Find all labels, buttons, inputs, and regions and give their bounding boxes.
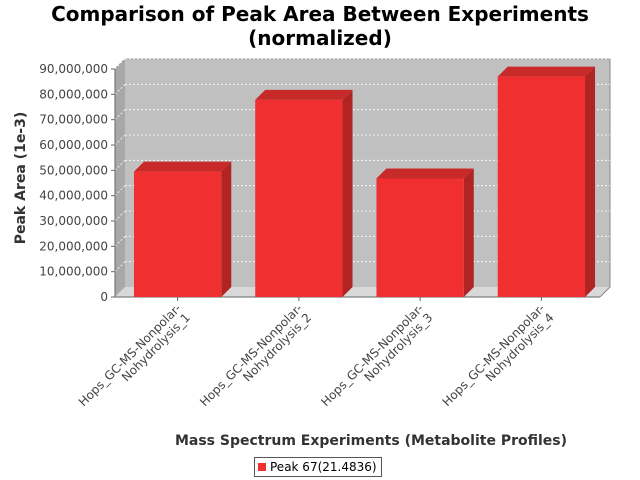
x-tick-label-line: Hops_GC-MS-Nonpolar- xyxy=(440,301,548,409)
bar xyxy=(133,161,232,297)
x-tick-label-line: Hops_GC-MS-Nonpolar- xyxy=(76,301,184,409)
y-tick-label: 50,000,000 xyxy=(39,163,108,177)
x-tick-label: Hops_GC-MS-Nonpolar-Nohydrolysis_3 xyxy=(318,301,435,418)
bar-top xyxy=(133,161,232,172)
plot-floor xyxy=(115,287,610,297)
bar xyxy=(376,168,474,297)
legend: Peak 67(21.4836) xyxy=(254,457,382,477)
x-axis: Hops_GC-MS-Nonpolar-Nohydrolysis_1 Hops_G… xyxy=(76,296,600,418)
y-tick-label: 70,000,000 xyxy=(39,113,108,127)
bar-side xyxy=(342,89,353,297)
x-axis-label: Mass Spectrum Experiments (Metabolite Pr… xyxy=(175,433,567,449)
y-tick-label: 40,000,000 xyxy=(39,189,108,203)
chart-title-line-2: (normalized) xyxy=(248,26,392,50)
legend-label: Peak 67(21.4836) xyxy=(270,460,377,474)
y-axis: 0 10,000,000 20,000,000 30,000,000 40,000,00… xyxy=(39,62,116,304)
bar xyxy=(497,66,596,297)
bar xyxy=(255,89,353,297)
bar-side xyxy=(463,168,474,297)
y-axis-label: Peak Area (1e-3) xyxy=(13,112,29,245)
bar-front xyxy=(497,76,586,297)
chart-title-line-1: Comparison of Peak Area Between Experime… xyxy=(51,2,589,26)
x-tick-label: Hops_GC-MS-Nonpolar-Nohydrolysis_2 xyxy=(197,301,314,418)
y-tick-label: 0 xyxy=(100,290,108,304)
x-tick-label: Hops_GC-MS-Nonpolar-Nohydrolysis_4 xyxy=(440,301,557,418)
bar-top xyxy=(497,66,596,77)
x-tick-label-line: Hops_GC-MS-Nonpolar- xyxy=(318,301,426,409)
bar-front xyxy=(376,178,464,297)
legend-swatch xyxy=(258,463,266,471)
x-tick-label-line: Hops_GC-MS-Nonpolar- xyxy=(197,301,305,409)
y-tick-label: 20,000,000 xyxy=(39,239,108,253)
bar-top xyxy=(255,89,353,100)
y-tick-label: 80,000,000 xyxy=(39,87,108,101)
bar-series xyxy=(133,66,596,297)
bar-front xyxy=(255,99,343,297)
bar-top xyxy=(376,168,474,179)
x-tick-label: Hops_GC-MS-Nonpolar-Nohydrolysis_1 xyxy=(76,301,193,418)
chart-title: Comparison of Peak Area Between Experime… xyxy=(0,2,640,50)
bar-front xyxy=(133,171,222,297)
bar-side xyxy=(585,66,596,297)
y-tick-label: 90,000,000 xyxy=(39,62,108,76)
plot-left-wall xyxy=(115,59,125,297)
y-tick-label: 60,000,000 xyxy=(39,138,108,152)
y-tick-label: 30,000,000 xyxy=(39,214,108,228)
y-tick-label: 10,000,000 xyxy=(39,265,108,279)
bar-side xyxy=(221,161,232,297)
